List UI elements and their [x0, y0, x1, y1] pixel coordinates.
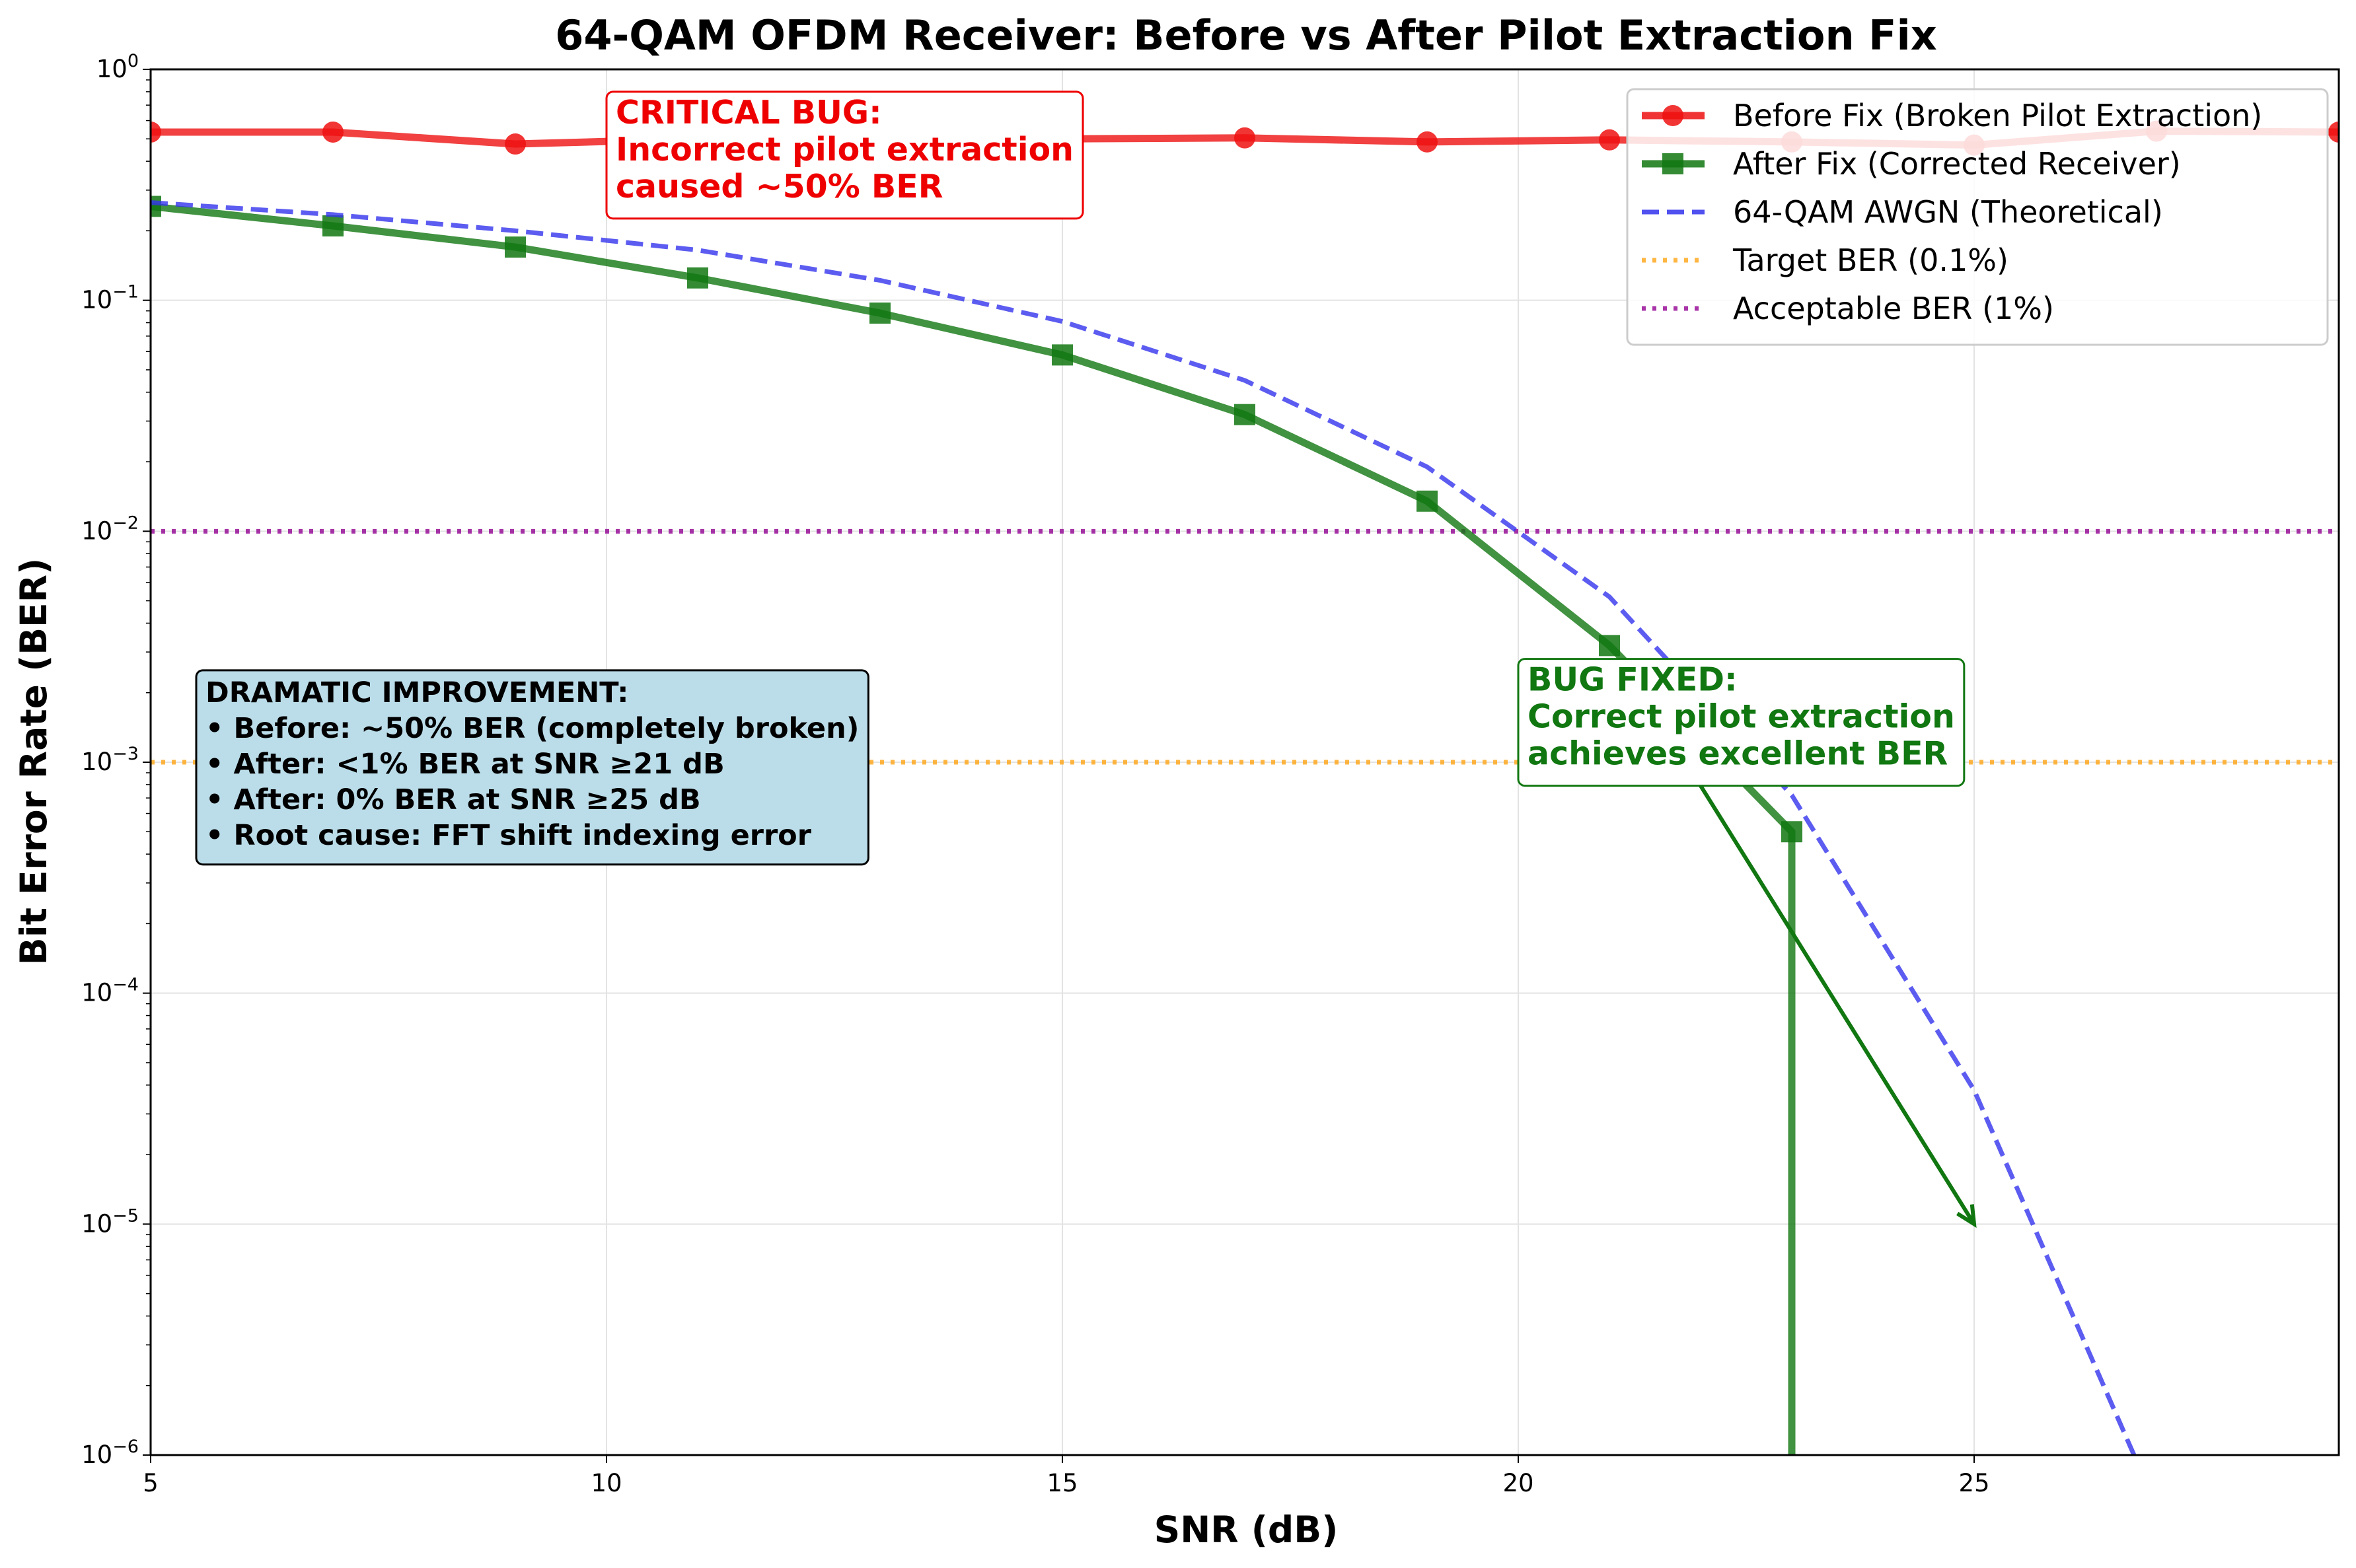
data-point	[1234, 404, 1255, 425]
annotation-text: Incorrect pilot extraction	[616, 131, 1074, 168]
legend-label: Acceptable BER (1%)	[1733, 291, 2054, 326]
annotations: CRITICAL BUG:Incorrect pilot extractionc…	[195, 90, 1977, 1229]
data-point	[1781, 821, 1802, 843]
x-tick-label: 5	[143, 1469, 159, 1497]
data-point	[687, 267, 708, 289]
data-point	[1599, 635, 1620, 657]
chart-title: 64-QAM OFDM Receiver: Before vs After Pi…	[555, 11, 1937, 59]
data-point	[1599, 129, 1620, 151]
y-axis-label: Bit Error Rate (BER)	[13, 558, 55, 965]
annotation-frame	[605, 90, 1084, 220]
annotation-arrow	[1699, 785, 1976, 1225]
data-point	[2328, 121, 2339, 143]
legend: Before Fix (Broken Pilot Extraction) Afte…	[1626, 88, 2329, 346]
annotation-box: BUG FIXED:Correct pilot extractionachiev…	[1517, 658, 1966, 787]
axes-frame	[149, 68, 2340, 1456]
legend-marker	[1662, 153, 1683, 174]
annotation-text: Correct pilot extraction	[1528, 698, 1955, 736]
annotation-box: DRAMATIC IMPROVEMENT:• Before: ~50% BER …	[195, 669, 869, 866]
legend-label: Before Fix (Broken Pilot Extraction)	[1733, 98, 2262, 133]
annotation-text: BUG FIXED:	[1528, 661, 1738, 699]
legend-frame	[1626, 88, 2329, 346]
y-tick-label: 10−6	[81, 1437, 139, 1469]
annotation-text: achieves excellent BER	[1528, 735, 1948, 773]
y-tick-label: 10−2	[81, 513, 139, 545]
x-tick-label: 15	[1047, 1469, 1078, 1497]
x-tick-label: 10	[591, 1469, 622, 1497]
annotation-text: • After: <1% BER at SNR ≥21 dB	[205, 748, 725, 781]
x-tick-label: 20	[1502, 1469, 1533, 1497]
annotation-text: DRAMATIC IMPROVEMENT:	[205, 676, 628, 709]
x-axis-label: SNR (dB)	[1154, 1509, 1339, 1551]
data-point	[151, 121, 161, 143]
data-point	[1052, 344, 1073, 366]
data-point	[1417, 490, 1438, 512]
annotation-text: • Root cause: FFT shift indexing error	[205, 819, 812, 852]
x-tick-label: 25	[1958, 1469, 1989, 1497]
legend-label: 64-QAM AWGN (Theoretical)	[1733, 194, 2163, 230]
annotation-box: CRITICAL BUG:Incorrect pilot extractionc…	[605, 90, 1084, 220]
data-point	[505, 133, 526, 155]
data-point	[1417, 131, 1438, 153]
y-tick-label: 100	[96, 51, 139, 83]
y-tick-label: 10−1	[81, 282, 139, 314]
annotation-text: caused ~50% BER	[616, 168, 943, 205]
annotation-frame	[1517, 658, 1966, 787]
annotation-text: • After: 0% BER at SNR ≥25 dB	[205, 783, 701, 816]
y-tick-label: 10−5	[81, 1205, 139, 1238]
legend-marker	[1662, 105, 1683, 126]
data-point	[322, 121, 344, 143]
y-tick-label: 10−4	[81, 975, 139, 1007]
y-tick-label: 10−3	[81, 744, 139, 776]
data-point	[869, 303, 891, 324]
data-point	[322, 215, 344, 236]
annotation-text: CRITICAL BUG:	[616, 94, 882, 131]
series-line	[151, 200, 2137, 1455]
legend-label: Target BER (0.1%)	[1732, 242, 2008, 278]
annotation-text: • Before: ~50% BER (completely broken)	[205, 712, 859, 745]
annotation-frame	[195, 669, 869, 866]
data-point	[505, 236, 526, 258]
annotation-arrowhead	[1956, 1204, 1977, 1229]
legend-label: After Fix (Corrected Receiver)	[1733, 146, 2181, 182]
data-point	[1234, 127, 1255, 149]
